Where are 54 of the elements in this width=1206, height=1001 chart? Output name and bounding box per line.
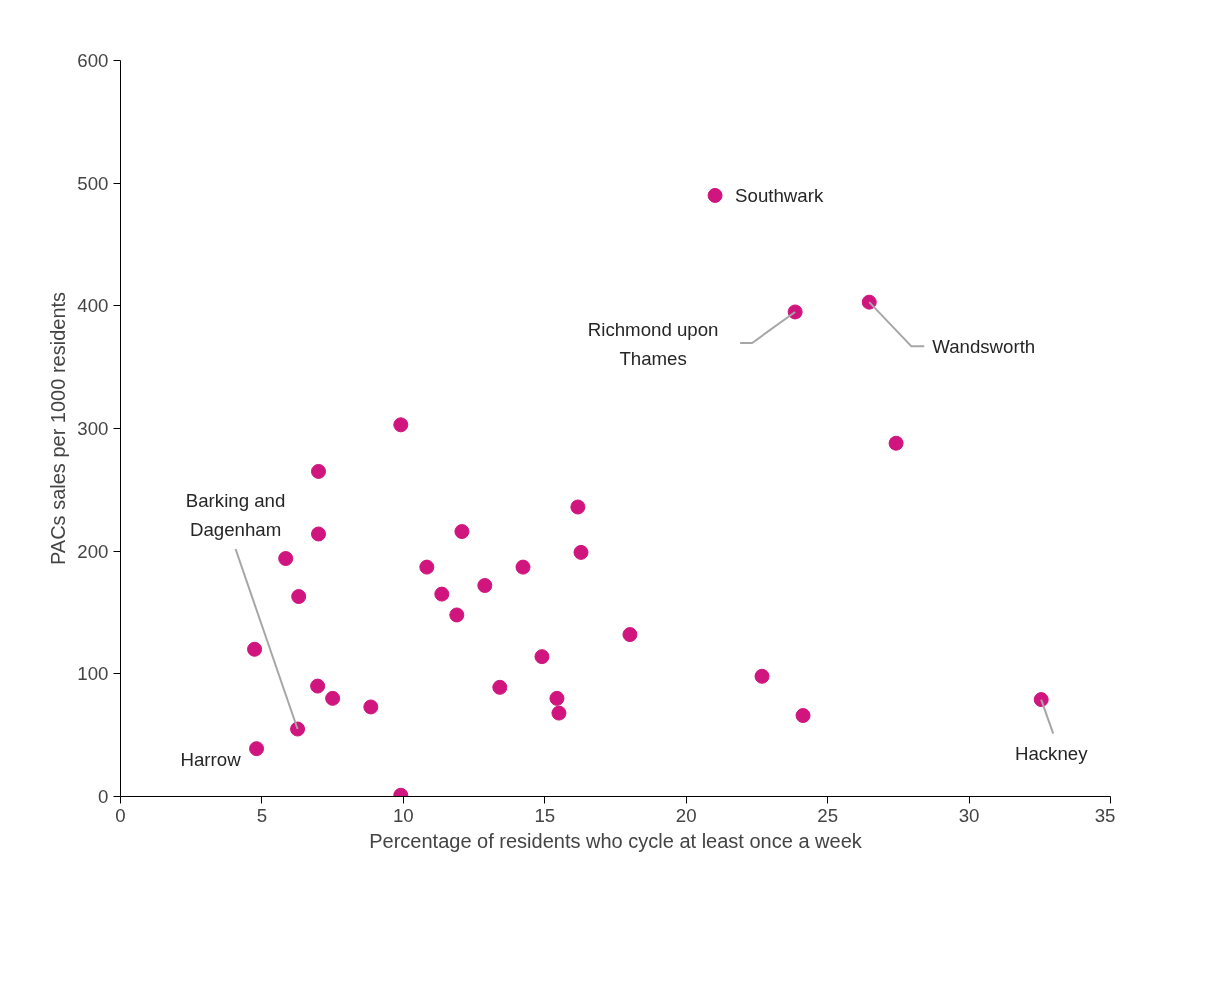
point — [310, 678, 326, 694]
point — [570, 499, 586, 515]
x-tick-label: 15 — [534, 804, 556, 826]
point — [573, 544, 589, 560]
point — [249, 741, 265, 757]
point — [454, 524, 470, 540]
point — [291, 589, 307, 605]
y-tick-label: 500 — [77, 172, 109, 194]
y-tick-label: 400 — [77, 295, 109, 317]
point — [551, 705, 567, 721]
point — [419, 559, 435, 575]
point — [449, 607, 465, 623]
annotation: Wandsworth — [932, 335, 1036, 357]
point — [290, 721, 306, 737]
x-tick-label: 20 — [675, 804, 697, 826]
point — [861, 294, 877, 310]
y-tick-label: 600 — [77, 50, 109, 71]
annotation: Southwark — [735, 184, 824, 206]
x-tick-label: 30 — [958, 804, 980, 826]
point — [434, 586, 450, 602]
x-tick-label: 0 — [115, 804, 126, 826]
y-tick-label: 100 — [77, 663, 109, 685]
point — [515, 559, 531, 575]
point — [477, 578, 493, 593]
x-tick-label: 25 — [817, 804, 839, 826]
y-axis-title: PACs sales per 1000 residents — [47, 291, 70, 566]
x-axis-title: Percentage of residents who cycle at least once a week — [369, 829, 863, 852]
annotation: Harrow — [180, 749, 242, 771]
point — [393, 417, 409, 433]
x-tick-label: 35 — [1094, 804, 1116, 826]
point — [787, 304, 803, 320]
point — [549, 690, 565, 706]
point — [754, 668, 770, 684]
point — [311, 526, 326, 542]
annotation: Barking and Dagenham — [185, 489, 286, 541]
y-tick-label: 0 — [98, 786, 109, 807]
point — [247, 641, 263, 657]
point — [1033, 692, 1049, 708]
point — [325, 690, 341, 706]
annotation: Hackney — [1014, 743, 1089, 765]
point — [888, 435, 904, 451]
point — [311, 463, 326, 479]
point — [278, 551, 294, 567]
y-tick-label: 300 — [77, 418, 109, 439]
x-tick-label: 5 — [256, 804, 268, 826]
point — [492, 679, 508, 695]
point — [363, 699, 379, 715]
point — [707, 187, 723, 203]
point — [795, 708, 811, 724]
annotation: Richmond upon Thames — [587, 318, 719, 370]
point — [534, 649, 550, 665]
x-tick-label: 10 — [392, 804, 414, 826]
point — [622, 627, 638, 643]
y-tick-label: 200 — [77, 540, 109, 562]
